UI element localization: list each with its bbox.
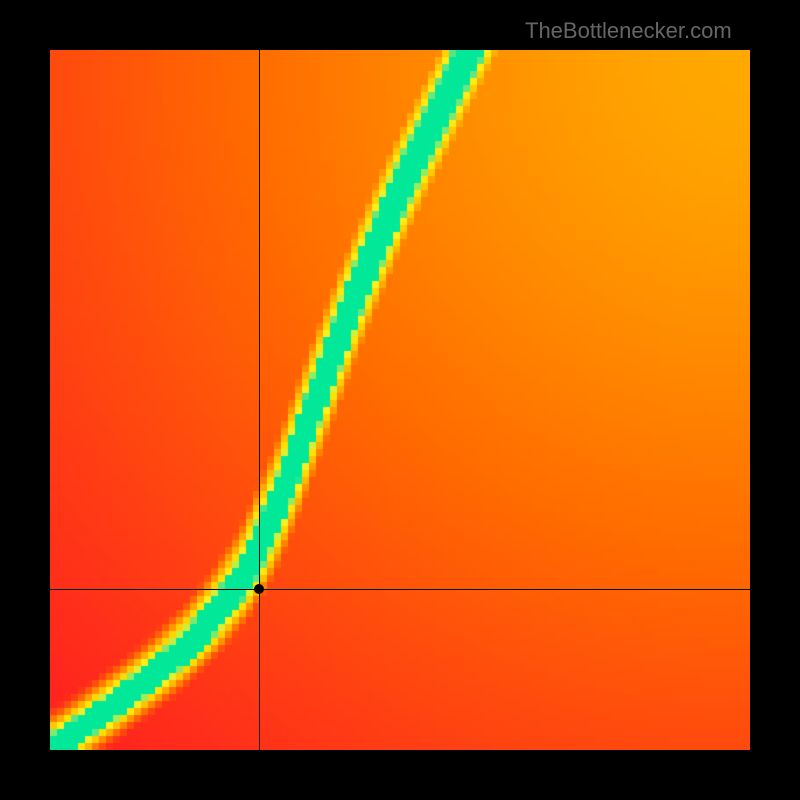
heatmap-canvas — [50, 50, 750, 750]
crosshair-horizontal — [50, 589, 750, 590]
crosshair-point — [254, 584, 264, 594]
watermark-label: TheBottlenecker.com — [525, 18, 732, 44]
crosshair-vertical — [259, 50, 260, 750]
chart-container: TheBottlenecker.com — [0, 0, 800, 800]
heatmap-plot — [50, 50, 750, 750]
